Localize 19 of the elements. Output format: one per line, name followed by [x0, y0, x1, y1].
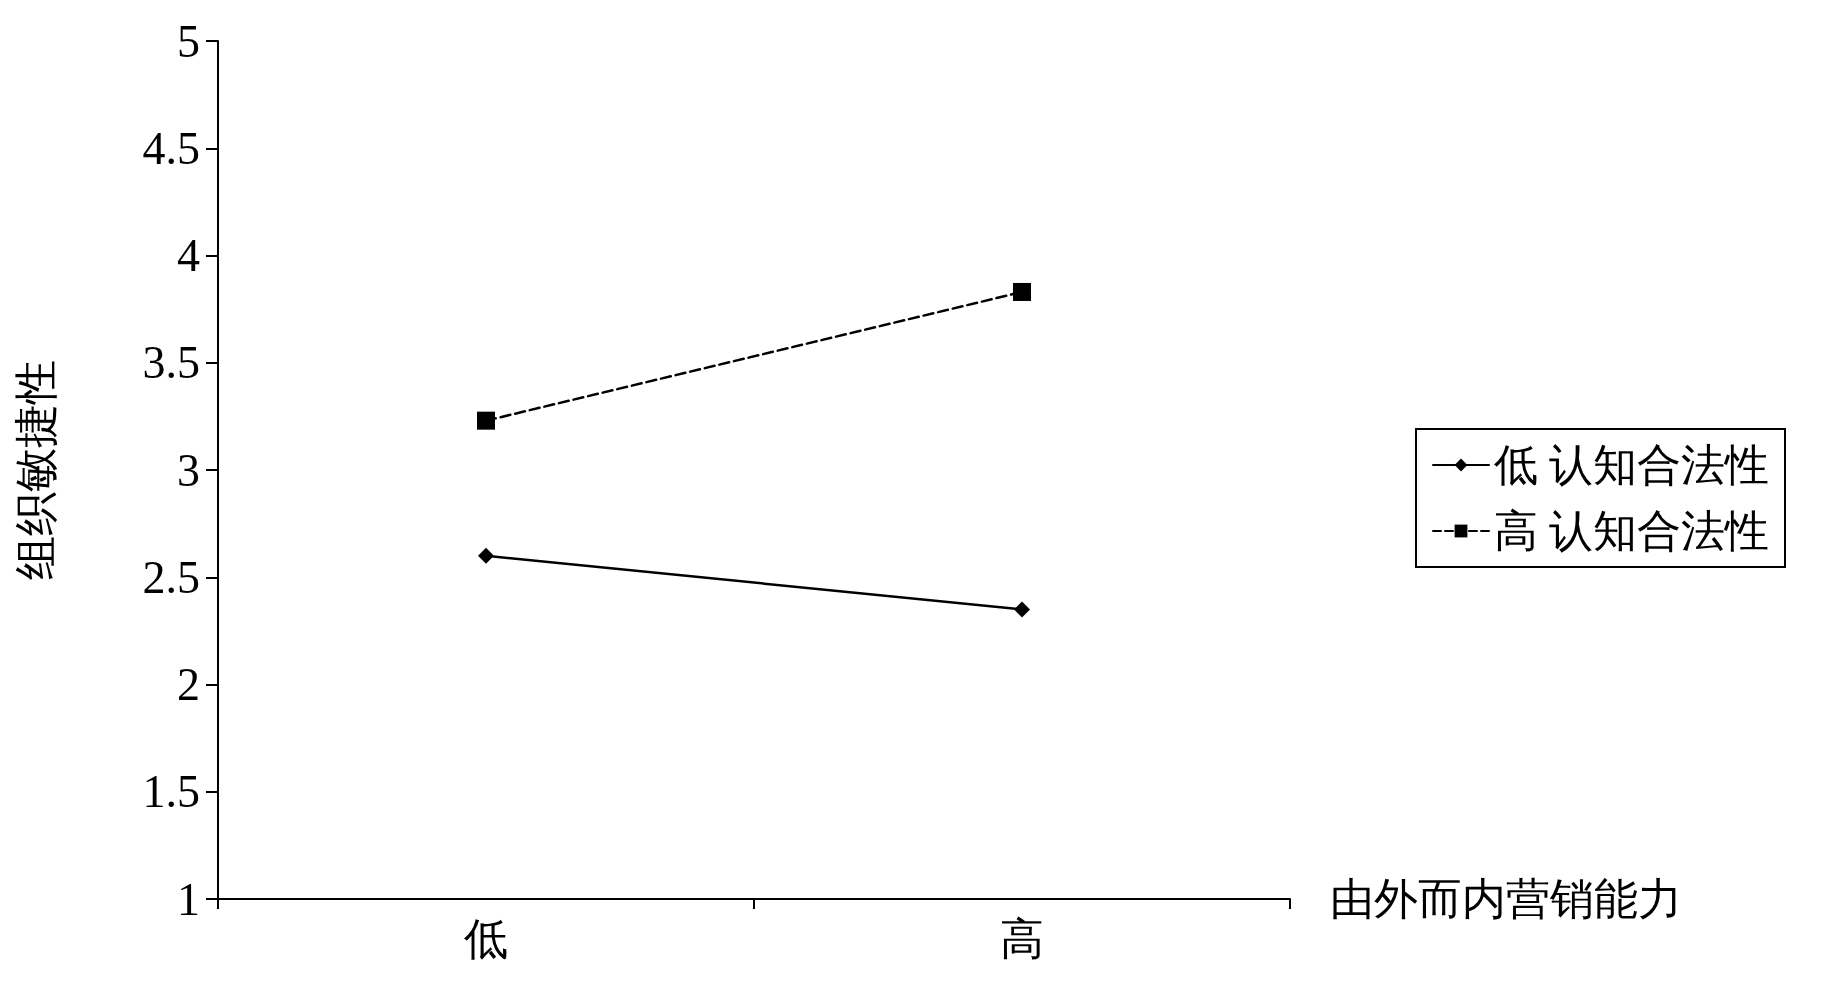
- point: [477, 411, 495, 430]
- x-axis-title: 由外而内营销能力: [1330, 874, 1682, 924]
- y-tick-label: 3: [177, 444, 200, 496]
- y-tick-label: 3.5: [142, 337, 200, 389]
- y-tick-label: 2.5: [142, 551, 200, 603]
- legend-label: 高 认知合法性: [1494, 506, 1769, 556]
- y-tick-label: 1.5: [142, 766, 200, 818]
- y-tick-label: 4: [177, 230, 200, 281]
- y-tick-label: 2: [177, 659, 200, 710]
- y-axis-title: 组织敏捷性: [11, 360, 61, 580]
- y-tick-label: 4.5: [142, 122, 200, 174]
- point: [1013, 282, 1031, 301]
- y-tick-label: 1: [177, 873, 200, 925]
- point: [478, 547, 494, 564]
- x-tick-label: 高: [1000, 914, 1044, 964]
- legend-label: 低 认知合法性: [1494, 440, 1769, 490]
- y-tick-label: 5: [177, 15, 200, 67]
- x-tick-label: 低: [464, 914, 508, 964]
- point: [1014, 601, 1030, 618]
